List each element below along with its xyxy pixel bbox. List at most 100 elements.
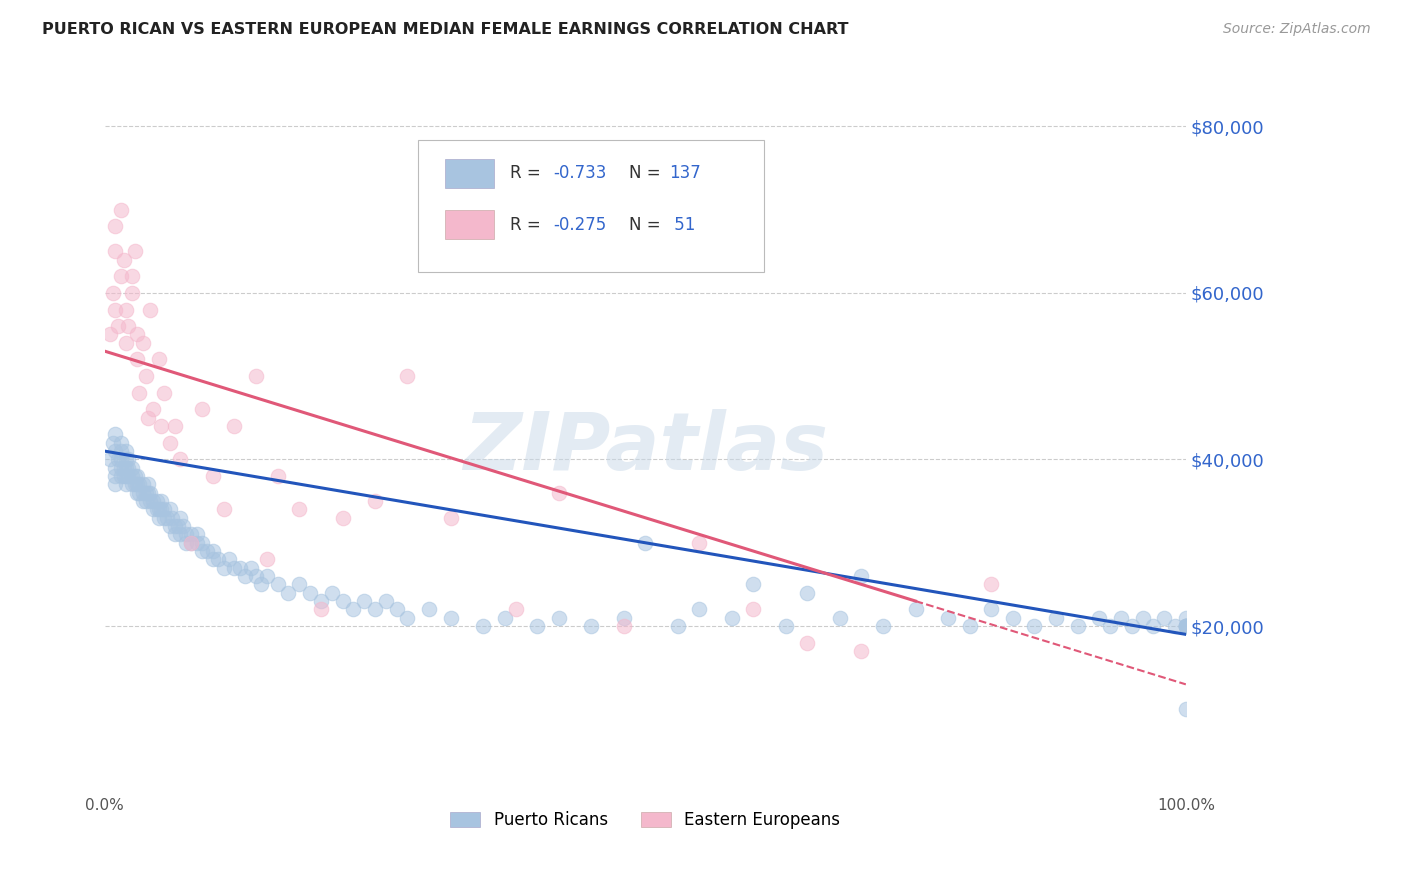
- Point: [110, 202, 132, 217]
- Point: [104, 469, 127, 483]
- Point: [142, 494, 165, 508]
- Point: [742, 602, 765, 616]
- Point: [440, 510, 463, 524]
- Point: [245, 369, 267, 384]
- Point: [959, 619, 981, 633]
- Point: [135, 494, 157, 508]
- Bar: [446, 210, 494, 239]
- Point: [207, 552, 229, 566]
- Point: [127, 485, 149, 500]
- Point: [136, 477, 159, 491]
- Point: [472, 619, 495, 633]
- Text: -0.733: -0.733: [554, 164, 607, 182]
- Point: [851, 644, 873, 658]
- Point: [148, 502, 170, 516]
- Point: [121, 269, 143, 284]
- Point: [720, 611, 742, 625]
- Point: [145, 494, 167, 508]
- Point: [201, 544, 224, 558]
- Point: [353, 594, 375, 608]
- Point: [309, 602, 332, 616]
- Point: [239, 560, 262, 574]
- Point: [1132, 611, 1154, 625]
- Text: Source: ZipAtlas.com: Source: ZipAtlas.com: [1223, 22, 1371, 37]
- Point: [110, 452, 132, 467]
- Point: [104, 444, 127, 458]
- Text: -0.275: -0.275: [554, 216, 606, 234]
- Point: [1109, 611, 1132, 625]
- Point: [117, 319, 139, 334]
- Point: [136, 485, 159, 500]
- Point: [172, 519, 194, 533]
- Point: [201, 469, 224, 483]
- Text: N =: N =: [628, 216, 666, 234]
- Point: [936, 611, 959, 625]
- Point: [332, 510, 354, 524]
- Point: [266, 577, 288, 591]
- Point: [121, 469, 143, 483]
- Point: [256, 569, 278, 583]
- Point: [124, 469, 146, 483]
- Point: [117, 452, 139, 467]
- Point: [115, 469, 138, 483]
- Point: [98, 452, 121, 467]
- Point: [494, 611, 516, 625]
- Point: [148, 352, 170, 367]
- Point: [440, 611, 463, 625]
- Point: [115, 444, 138, 458]
- Point: [233, 569, 256, 583]
- Text: ZIPatlas: ZIPatlas: [463, 409, 828, 487]
- Point: [1174, 611, 1197, 625]
- Point: [159, 519, 181, 533]
- Point: [1067, 619, 1090, 633]
- Point: [131, 335, 153, 350]
- Point: [547, 611, 569, 625]
- Point: [153, 510, 176, 524]
- Text: PUERTO RICAN VS EASTERN EUROPEAN MEDIAN FEMALE EARNINGS CORRELATION CHART: PUERTO RICAN VS EASTERN EUROPEAN MEDIAN …: [42, 22, 849, 37]
- Point: [110, 269, 132, 284]
- Point: [121, 285, 143, 300]
- Point: [103, 435, 125, 450]
- Point: [1142, 619, 1164, 633]
- Point: [149, 502, 172, 516]
- Point: [98, 327, 121, 342]
- Point: [229, 560, 252, 574]
- Point: [103, 285, 125, 300]
- Point: [342, 602, 364, 616]
- Point: [180, 535, 202, 549]
- Point: [153, 502, 176, 516]
- Text: R =: R =: [510, 216, 546, 234]
- Point: [872, 619, 894, 633]
- Legend: Puerto Ricans, Eastern Europeans: Puerto Ricans, Eastern Europeans: [443, 805, 846, 836]
- Point: [191, 544, 214, 558]
- Point: [288, 502, 311, 516]
- Point: [104, 244, 127, 259]
- Point: [1153, 611, 1175, 625]
- Point: [115, 452, 138, 467]
- Point: [1164, 619, 1187, 633]
- Point: [163, 527, 186, 541]
- Point: [167, 519, 190, 533]
- Point: [224, 419, 246, 434]
- Point: [136, 410, 159, 425]
- Point: [131, 485, 153, 500]
- Point: [526, 619, 548, 633]
- Point: [299, 585, 322, 599]
- Point: [104, 302, 127, 317]
- Point: [288, 577, 311, 591]
- Point: [775, 619, 797, 633]
- Text: 137: 137: [669, 164, 700, 182]
- Point: [396, 369, 419, 384]
- Point: [115, 335, 138, 350]
- Point: [1174, 619, 1197, 633]
- Point: [579, 619, 602, 633]
- Point: [547, 485, 569, 500]
- Point: [796, 585, 818, 599]
- Point: [266, 469, 288, 483]
- Point: [153, 385, 176, 400]
- Point: [104, 477, 127, 491]
- Point: [115, 302, 138, 317]
- Point: [256, 552, 278, 566]
- Point: [145, 502, 167, 516]
- Point: [131, 477, 153, 491]
